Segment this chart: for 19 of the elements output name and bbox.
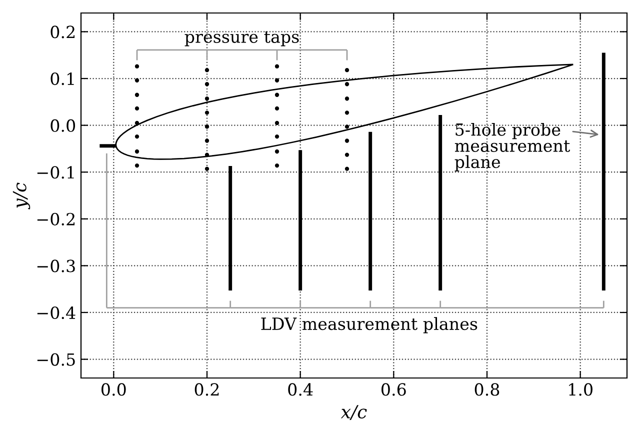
y-tick-label: −0.2 <box>37 212 75 226</box>
y-tick-label: −0.3 <box>37 260 75 272</box>
y-tick-label: 0.2 <box>50 26 75 38</box>
x-tick-label: 0.6 <box>382 383 406 396</box>
y-tick-label: −0.5 <box>37 353 75 366</box>
x-tick-label: 0.8 <box>474 383 500 396</box>
annotation: LDV measurement planes <box>261 317 478 334</box>
x-axis-title: x/c <box>340 405 367 420</box>
y-tick-label: −0.4 <box>37 306 76 320</box>
x-tick-label: 0.2 <box>194 383 219 396</box>
x-tick-label: 1.0 <box>569 383 592 396</box>
y-axis-title: y/c <box>12 182 30 210</box>
annotation: pressure taps <box>184 31 299 46</box>
annotation: 5-hole probe measurement plane <box>454 122 570 172</box>
x-tick-label: 0.4 <box>288 383 313 396</box>
y-tick-label: −0.1 <box>37 166 74 179</box>
x-tick-label: 0.0 <box>102 383 126 396</box>
y-tick-label: 0.1 <box>50 72 74 86</box>
y-tick-label: 0.0 <box>50 119 76 132</box>
